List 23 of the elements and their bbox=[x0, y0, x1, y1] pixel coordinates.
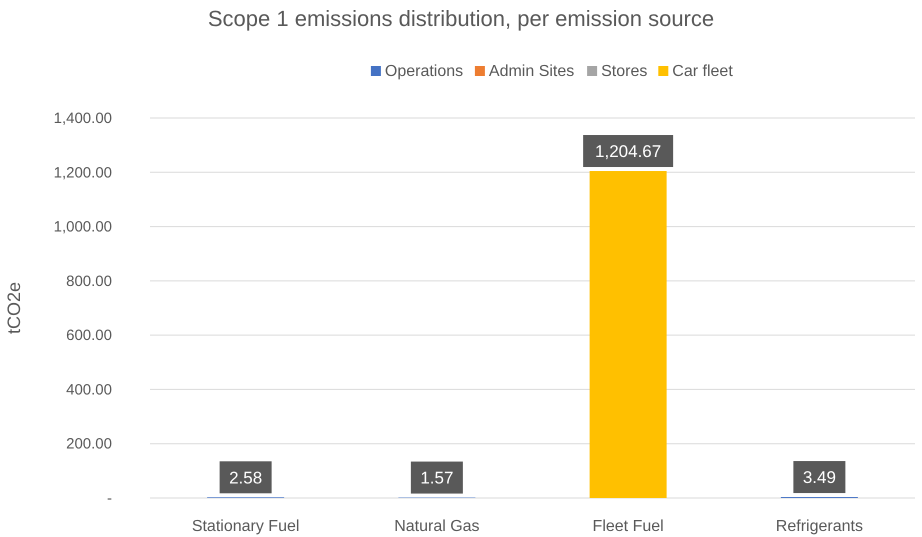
total-label: 3.49 bbox=[802, 468, 836, 488]
x-tick-label: Fleet Fuel bbox=[592, 518, 664, 535]
y-tick-label: 400.00 bbox=[66, 381, 112, 398]
legend-label: Admin Sites bbox=[488, 63, 574, 80]
bar bbox=[590, 171, 667, 498]
total-label: 2.58 bbox=[229, 468, 262, 488]
y-tick-label: 1,200.00 bbox=[54, 164, 112, 182]
legend-label: Stores bbox=[601, 63, 648, 80]
chart-title: Scope 1 emissions distribution, per emission source bbox=[208, 6, 714, 31]
x-tick-label: Natural Gas bbox=[394, 518, 480, 535]
x-tick-label: Refrigerants bbox=[776, 518, 863, 535]
y-tick-label: 200.00 bbox=[66, 436, 112, 453]
total-label: 1.57 bbox=[420, 468, 454, 488]
legend-label: Operations bbox=[384, 63, 464, 80]
y-tick-label: - bbox=[107, 490, 112, 507]
legend-label: Car fleet bbox=[672, 63, 734, 80]
y-tick-label: 600.00 bbox=[66, 327, 112, 344]
x-tick-label: Stationary Fuel bbox=[192, 518, 300, 535]
y-axis-title: tCO2e bbox=[4, 282, 24, 334]
total-label: 1,204.67 bbox=[595, 142, 662, 162]
y-tick-label: 1,000.00 bbox=[54, 218, 112, 236]
y-tick-label: 800.00 bbox=[66, 272, 112, 290]
y-tick-label: 1,400.00 bbox=[54, 110, 112, 127]
